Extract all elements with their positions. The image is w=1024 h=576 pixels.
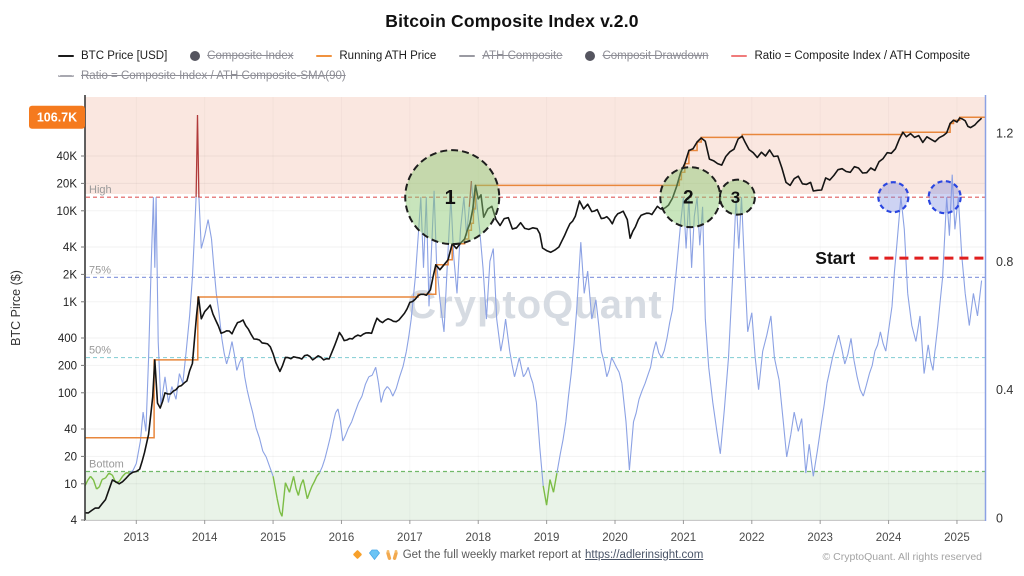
svg-text:2019: 2019 bbox=[534, 532, 560, 544]
ratio-line-below-bottom bbox=[84, 472, 558, 517]
bitcoin-composite-chart: CryptoQuant High 75% 50% Bottom 1 2 3 Start 40K 20… bbox=[9, 95, 1013, 544]
ref-label-high: High bbox=[89, 184, 112, 196]
bottom-zone-band bbox=[85, 471, 985, 520]
svg-text:10K: 10K bbox=[57, 206, 78, 218]
copyright-text: © CryptoQuant. All rights reserved bbox=[822, 551, 982, 563]
svg-text:2013: 2013 bbox=[123, 532, 149, 544]
dashed-line-swatch-icon bbox=[58, 75, 74, 77]
dot-swatch-icon bbox=[190, 51, 201, 61]
phase-circle-1 bbox=[404, 149, 501, 246]
legend-item-running-ath-price[interactable]: Running ATH Price bbox=[316, 50, 436, 62]
svg-text:2016: 2016 bbox=[329, 532, 355, 544]
line-swatch-icon bbox=[58, 54, 74, 58]
svg-text:0.4: 0.4 bbox=[996, 383, 1013, 397]
current-price-badge-text: 106.7K bbox=[37, 111, 77, 125]
svg-text:0.8: 0.8 bbox=[996, 255, 1013, 269]
current-price-badge bbox=[29, 105, 85, 129]
right-axis-labels: 0 0.4 0.8 1.2 bbox=[996, 127, 1013, 526]
svg-text:2018: 2018 bbox=[465, 532, 491, 544]
ratio-line-above-high bbox=[195, 114, 473, 207]
left-axis-labels: 40K 20K 10K 4K 2K 1K 400 200 100 40 20 10 4 bbox=[57, 151, 85, 527]
svg-text:20: 20 bbox=[64, 451, 77, 463]
line-swatch-icon bbox=[316, 54, 333, 58]
phase-circle-label-2: 2 bbox=[683, 188, 694, 209]
svg-text:2015: 2015 bbox=[260, 532, 286, 544]
svg-text:2023: 2023 bbox=[807, 532, 833, 544]
legend-item-ath-composite[interactable]: ATH Composite bbox=[459, 50, 563, 62]
svg-text:4K: 4K bbox=[63, 242, 77, 254]
legend: BTC Price [USD] Composite Index Running … bbox=[0, 50, 1024, 62]
cryptoquant-watermark: CryptoQuant bbox=[407, 283, 662, 327]
ref-label-bottom: Bottom bbox=[89, 458, 124, 470]
phase-circle-label-1: 1 bbox=[445, 187, 456, 209]
svg-text:1.2: 1.2 bbox=[996, 127, 1013, 141]
svg-text:1K: 1K bbox=[63, 297, 77, 309]
highlight-circle-2 bbox=[927, 180, 962, 215]
svg-text:10: 10 bbox=[64, 479, 77, 491]
line-swatch-icon bbox=[459, 54, 476, 58]
svg-text:2025: 2025 bbox=[944, 532, 970, 544]
svg-text:2021: 2021 bbox=[671, 532, 697, 544]
btc-price-line bbox=[84, 117, 983, 514]
legend-row-2: Ratio = Composite Index / ATH Composite-… bbox=[58, 70, 346, 82]
start-label: Start bbox=[815, 248, 855, 268]
footer-link[interactable]: https://adlerinsight.com bbox=[585, 548, 704, 561]
svg-text:100: 100 bbox=[58, 388, 77, 400]
footer-text: Get the full weekly market report at bbox=[402, 548, 582, 561]
svg-text:2020: 2020 bbox=[602, 532, 628, 544]
phase-circle-label-3: 3 bbox=[731, 188, 740, 207]
legend-item-composit-drawdown[interactable]: Composit Drawdown bbox=[585, 50, 709, 62]
line-swatch-icon bbox=[731, 54, 748, 58]
svg-text:40: 40 bbox=[64, 424, 77, 436]
y-axis-title: BTC Pirce ($) bbox=[9, 270, 23, 346]
ratio-line bbox=[129, 174, 983, 486]
legend-item-ratio[interactable]: Ratio = Composite Index / ATH Composite bbox=[731, 50, 970, 62]
blue-gem-icon bbox=[368, 548, 381, 561]
legend-item-btc-price[interactable]: BTC Price [USD] bbox=[58, 50, 167, 62]
legend-item-composite-index[interactable]: Composite Index bbox=[190, 50, 293, 62]
raised-hands-icon bbox=[385, 548, 399, 561]
svg-text:200: 200 bbox=[58, 360, 77, 372]
svg-text:0: 0 bbox=[996, 512, 1003, 526]
x-axis-labels: 2013 2014 2015 2016 2017 2018 2019 2020 2021 2022… bbox=[123, 520, 970, 544]
ref-label-75%: 75% bbox=[89, 264, 111, 276]
dot-swatch-icon bbox=[585, 51, 596, 61]
svg-text:2K: 2K bbox=[63, 269, 77, 281]
orange-diamond-icon bbox=[351, 548, 364, 561]
svg-text:2022: 2022 bbox=[739, 532, 765, 544]
phase-circle-3 bbox=[718, 178, 756, 216]
svg-text:40K: 40K bbox=[57, 151, 78, 163]
highlight-circle-1 bbox=[877, 181, 910, 214]
footer-report-note: Get the full weekly market report at htt… bbox=[30, 548, 1024, 561]
phase-circle-2 bbox=[659, 166, 722, 229]
svg-text:20K: 20K bbox=[57, 178, 78, 190]
svg-text:400: 400 bbox=[58, 333, 77, 345]
svg-text:2024: 2024 bbox=[876, 532, 902, 544]
overheat-zone-band bbox=[85, 97, 985, 194]
svg-text:2014: 2014 bbox=[192, 532, 218, 544]
svg-text:2017: 2017 bbox=[397, 532, 423, 544]
legend-item-ratio-sma90[interactable]: Ratio = Composite Index / ATH Composite-… bbox=[58, 70, 346, 82]
svg-text:4: 4 bbox=[71, 515, 78, 527]
ref-label-50%: 50% bbox=[89, 345, 111, 357]
page-title: Bitcoin Composite Index v.2.0 bbox=[385, 11, 639, 31]
